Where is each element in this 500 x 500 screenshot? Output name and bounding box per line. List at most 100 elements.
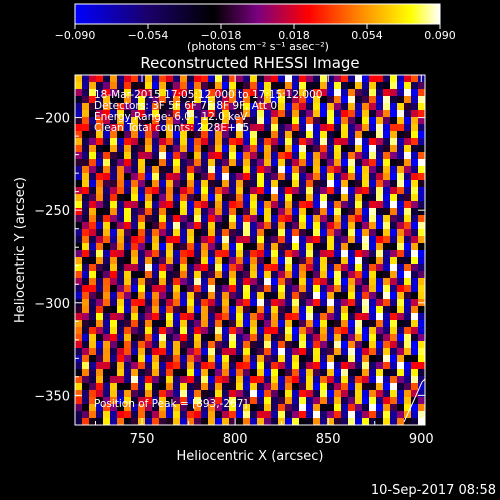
heatmap-cell — [292, 96, 300, 104]
heatmap-cell — [397, 397, 405, 405]
heatmap-cell — [152, 124, 160, 132]
heatmap-cell — [362, 397, 370, 405]
heatmap-cell — [236, 271, 244, 279]
heatmap-cell — [222, 236, 230, 244]
heatmap-cell — [390, 299, 398, 307]
heatmap-cell — [187, 362, 195, 370]
heatmap-cell — [124, 166, 132, 174]
heatmap-cell — [418, 145, 425, 153]
heatmap-cell — [201, 110, 209, 118]
heatmap-cell — [376, 327, 384, 335]
heatmap-cell — [327, 334, 335, 342]
heatmap-cell — [131, 131, 139, 139]
heatmap-cell — [369, 257, 377, 265]
heatmap-cell — [236, 285, 244, 293]
heatmap-cell — [166, 75, 174, 83]
heatmap-cell — [89, 187, 97, 195]
heatmap-cell — [320, 299, 328, 307]
heatmap-cell — [222, 222, 230, 230]
heatmap-cell — [173, 369, 181, 377]
heatmap-cell — [159, 201, 167, 209]
heatmap-cell — [75, 376, 83, 384]
heatmap-cell — [397, 369, 405, 377]
heatmap-cell — [145, 355, 153, 363]
heatmap-cell — [390, 320, 398, 328]
heatmap-cell — [229, 320, 237, 328]
heatmap-cell — [418, 369, 425, 377]
heatmap-cell — [243, 376, 251, 384]
heatmap-cell — [243, 285, 251, 293]
heatmap-cell — [208, 194, 216, 202]
heatmap-cell — [173, 397, 181, 405]
heatmap-cell — [383, 355, 391, 363]
heatmap-cell — [131, 341, 139, 349]
heatmap-cell — [285, 411, 293, 419]
heatmap-cell — [208, 236, 216, 244]
heatmap-cell — [341, 355, 349, 363]
heatmap-cell — [159, 285, 167, 293]
heatmap-cell — [187, 299, 195, 307]
heatmap-cell — [383, 173, 391, 181]
heatmap-cell — [257, 187, 265, 195]
heatmap-cell — [250, 362, 258, 370]
heatmap-cell — [327, 173, 335, 181]
heatmap-cell — [215, 327, 223, 335]
heatmap-cell — [334, 271, 342, 279]
heatmap-cell — [348, 362, 356, 370]
heatmap-cell — [355, 124, 363, 132]
heatmap-cell — [152, 397, 160, 405]
heatmap-cell — [229, 376, 237, 384]
heatmap-cell — [229, 418, 237, 425]
heatmap-cell — [411, 376, 419, 384]
heatmap-cell — [369, 313, 377, 321]
heatmap-cell — [383, 145, 391, 153]
heatmap-cell — [89, 264, 97, 272]
heatmap-cell — [82, 124, 90, 132]
heatmap-cell — [320, 271, 328, 279]
heatmap-cell — [271, 243, 279, 251]
heatmap-cell — [264, 187, 272, 195]
heatmap-cell — [159, 341, 167, 349]
heatmap-cell — [180, 299, 188, 307]
heatmap-cell — [187, 166, 195, 174]
heatmap-cell — [222, 75, 230, 83]
heatmap-cell — [180, 383, 188, 391]
heatmap-cell — [264, 369, 272, 377]
heatmap-cell — [236, 145, 244, 153]
annotation-clean-counts: Clean Total counts: 2.28E+05 — [94, 122, 249, 134]
heatmap-cell — [355, 404, 363, 412]
x-tick-label: 750 — [130, 432, 155, 447]
heatmap-cell — [341, 89, 349, 97]
heatmap-cell — [362, 187, 370, 195]
heatmap-cell — [299, 264, 307, 272]
heatmap-cell — [334, 131, 342, 139]
heatmap-cell — [187, 82, 195, 90]
heatmap-cell — [166, 257, 174, 265]
heatmap-cell — [173, 327, 181, 335]
heatmap-cell — [306, 180, 314, 188]
heatmap-cell — [117, 390, 125, 398]
heatmap-cell — [334, 278, 342, 286]
heatmap-cell — [327, 194, 335, 202]
heatmap-cell — [82, 89, 90, 97]
heatmap-cell — [89, 299, 97, 307]
heatmap-cell — [110, 166, 118, 174]
heatmap-cell — [103, 320, 111, 328]
heatmap-cell — [187, 173, 195, 181]
heatmap-cell — [404, 327, 412, 335]
heatmap-cell — [145, 320, 153, 328]
heatmap-cell — [264, 355, 272, 363]
heatmap-cell — [411, 411, 419, 419]
heatmap-cell — [229, 152, 237, 160]
heatmap-cell — [131, 264, 139, 272]
heatmap-cell — [306, 138, 314, 146]
heatmap-cell — [257, 138, 265, 146]
heatmap-cell — [397, 418, 405, 425]
heatmap-cell — [257, 103, 265, 111]
heatmap-cell — [411, 418, 419, 425]
heatmap-cell — [117, 306, 125, 314]
heatmap-cell — [285, 208, 293, 216]
heatmap-cell — [138, 145, 146, 153]
heatmap-cell — [278, 278, 286, 286]
annotation-energy-range: Energy Range: 6.0 - 12.0 keV — [94, 111, 248, 123]
